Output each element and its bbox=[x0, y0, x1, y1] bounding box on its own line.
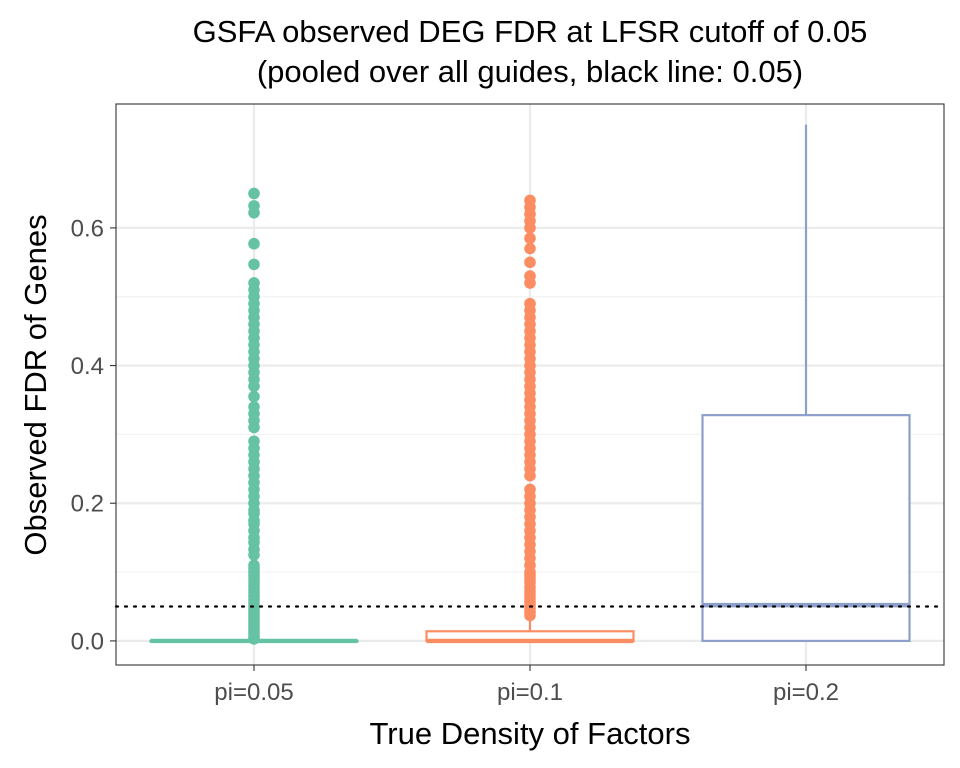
chart-title: GSFA observed DEG FDR at LFSR cutoff of … bbox=[193, 14, 868, 49]
outlier-point bbox=[524, 194, 536, 207]
outlier-point bbox=[248, 559, 260, 571]
x-tick-label: pi=0.05 bbox=[214, 679, 293, 706]
x-tick-label: pi=0.2 bbox=[773, 679, 839, 706]
outlier-point bbox=[248, 237, 260, 250]
outliers-layer bbox=[248, 187, 536, 645]
y-tick-label: 0.6 bbox=[71, 215, 104, 242]
outlier-point bbox=[248, 390, 260, 403]
box-pi=0.2 bbox=[701, 124, 911, 643]
x-axis-title: True Density of Factors bbox=[369, 716, 690, 751]
outlier-point bbox=[524, 232, 536, 245]
outlier-point bbox=[248, 277, 260, 289]
y-tick-label: 0.4 bbox=[71, 353, 104, 380]
y-tick-label: 0.2 bbox=[71, 491, 104, 518]
outlier-point bbox=[248, 435, 260, 448]
y-tick-label: 0.0 bbox=[71, 628, 104, 655]
outlier-point bbox=[524, 256, 536, 269]
outlier-point bbox=[248, 187, 260, 200]
outlier-point bbox=[524, 242, 536, 255]
y-axis: 0.0 0.2 0.4 0.6 bbox=[71, 215, 116, 655]
outlier-point bbox=[248, 401, 260, 413]
outlier-point bbox=[248, 258, 260, 271]
chart-subtitle: (pooled over all guides, black line: 0.0… bbox=[257, 54, 803, 89]
x-axis: pi=0.05 pi=0.1 pi=0.2 bbox=[214, 665, 839, 706]
y-axis-title: Observed FDR of Genes bbox=[18, 214, 53, 555]
outlier-point bbox=[248, 200, 260, 212]
outlier-point bbox=[524, 270, 536, 282]
x-tick-label: pi=0.1 bbox=[497, 679, 563, 706]
outlier-point bbox=[524, 483, 536, 496]
outlier-point bbox=[524, 297, 536, 310]
